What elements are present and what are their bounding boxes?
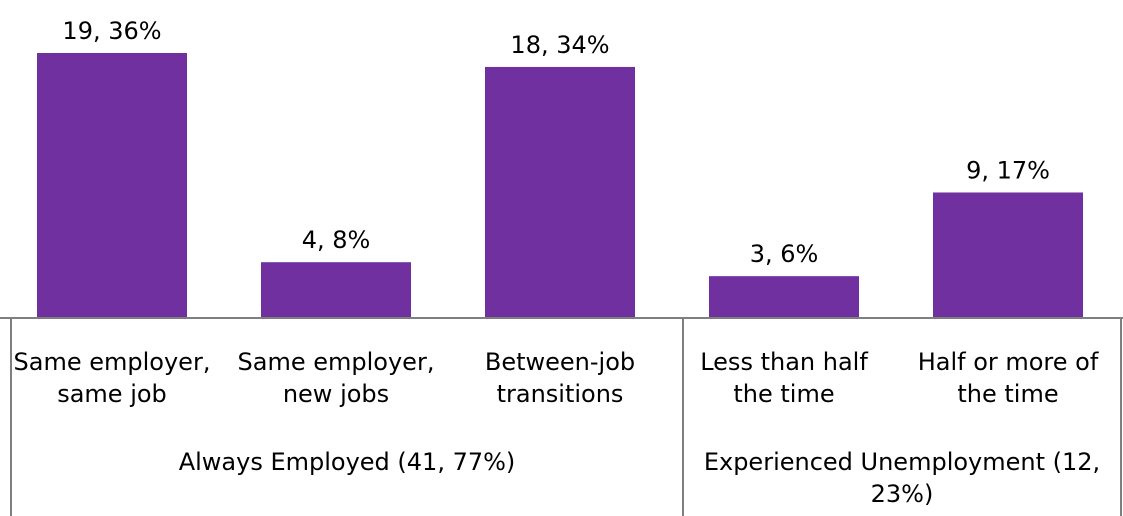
bar-5 [933, 192, 1083, 318]
bar-2 [261, 262, 411, 318]
category-label-3: Between-job transitions [485, 348, 635, 408]
category-label-1: Same employer, same job [14, 348, 211, 408]
category-label-5: Half or more of the time [918, 348, 1099, 408]
bar-4 [709, 276, 859, 318]
data-label-2: 4, 8% [302, 226, 371, 254]
bar-3 [485, 66, 635, 319]
data-label-3: 18, 34% [510, 31, 609, 59]
bar-1 [37, 53, 187, 318]
data-label-1: 19, 36% [62, 17, 161, 45]
category-label-2: Same employer, new jobs [238, 348, 435, 408]
group-label-2: Experienced Unemployment (12, 23%) [704, 448, 1100, 508]
category-label-4: Less than half the time [700, 348, 868, 408]
data-label-4: 3, 6% [750, 240, 819, 268]
data-label-5: 9, 17% [966, 156, 1050, 184]
group-label-1: Always Employed (41, 77%) [179, 448, 516, 476]
